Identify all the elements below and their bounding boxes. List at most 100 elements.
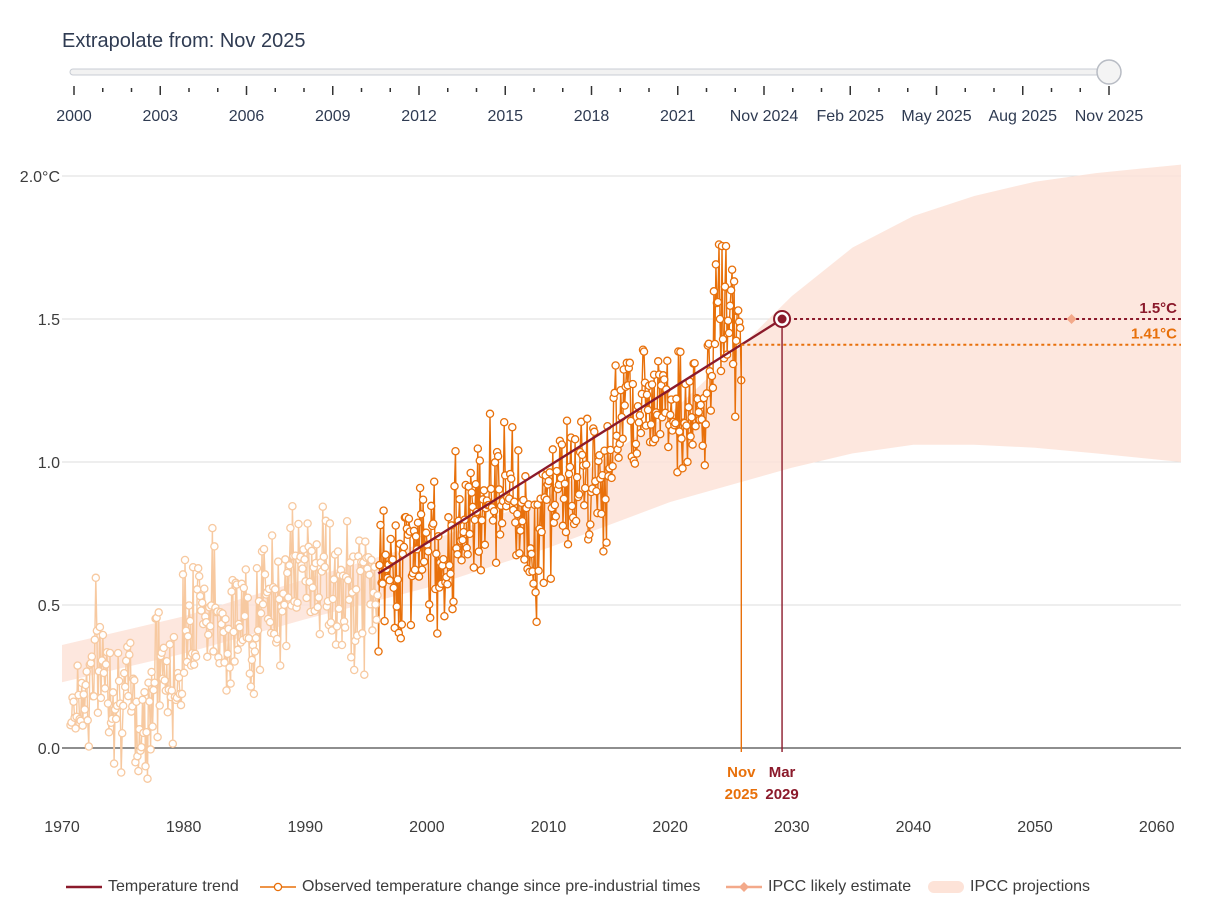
observed-point <box>340 623 350 632</box>
observed-point <box>209 647 218 656</box>
observed-point <box>98 630 108 640</box>
observed-point <box>314 593 323 602</box>
observed-point <box>572 473 582 482</box>
y-tick-label: 2.0°C <box>20 169 60 186</box>
observed-point <box>516 526 525 535</box>
ipcc-estimate-marker[interactable] <box>1066 314 1077 324</box>
y-tick-label: 1.5 <box>38 312 60 329</box>
x-tick-label: 1980 <box>166 819 202 836</box>
observed-point <box>411 532 421 541</box>
observed-point <box>564 469 574 479</box>
observed-point <box>206 621 215 631</box>
observed-point <box>351 585 361 594</box>
observed-point <box>725 301 735 310</box>
observed-point <box>349 665 359 675</box>
observed-point <box>474 547 484 556</box>
x-tick-label: 2050 <box>1017 819 1053 836</box>
observed-point <box>650 434 660 444</box>
observed-point <box>265 617 275 627</box>
observed-point <box>203 652 212 662</box>
observed-point <box>272 634 282 644</box>
observed-point <box>249 689 259 699</box>
observed-point <box>585 530 594 539</box>
observed-point <box>69 697 78 706</box>
observed-point <box>489 506 499 516</box>
observed-point <box>455 494 464 504</box>
observed-point <box>542 495 551 505</box>
slider-tick-label: Nov 2025 <box>1075 108 1144 125</box>
observed-point <box>308 583 317 592</box>
observed-point <box>414 572 424 581</box>
observed-point <box>701 420 711 429</box>
observed-point <box>105 648 115 658</box>
observed-point <box>154 608 163 617</box>
observed-point <box>399 542 409 552</box>
slider-handle[interactable] <box>1096 59 1122 85</box>
legend-trend-label: Temperature trend <box>108 878 239 895</box>
observed-point <box>666 410 675 420</box>
observed-point <box>329 575 339 584</box>
legend-ipcc-estimate-label: IPCC likely estimate <box>768 878 912 895</box>
observed-point <box>124 691 133 701</box>
observed-point <box>639 347 649 356</box>
observed-point <box>116 768 126 777</box>
observed-point <box>550 500 560 510</box>
observed-point <box>720 282 730 291</box>
observed-point <box>700 461 710 470</box>
observed-point <box>486 484 496 494</box>
observed-point <box>210 542 219 551</box>
vertical-marker-month: Mar <box>769 764 796 781</box>
observed-point <box>534 566 543 576</box>
observed-point <box>380 616 389 626</box>
observed-point <box>510 497 519 506</box>
observed-point <box>684 402 693 412</box>
observed-point <box>229 627 238 637</box>
observed-point <box>365 570 374 580</box>
observed-point <box>713 297 723 307</box>
observed-point <box>393 575 403 584</box>
observed-point <box>258 600 268 609</box>
observed-point <box>470 515 480 525</box>
observed-point <box>494 485 504 494</box>
observed-point <box>601 495 610 504</box>
observed-point <box>303 519 312 528</box>
observed-point <box>709 287 719 296</box>
observed-point <box>647 380 657 389</box>
legend-item-ipcc-estimate[interactable]: IPCC likely estimate <box>726 878 911 896</box>
observed-point <box>567 501 577 511</box>
observed-point <box>532 617 541 627</box>
observed-point <box>326 618 336 627</box>
observed-point <box>389 583 398 593</box>
legend-observed-label: Observed temperature change since pre-in… <box>302 878 701 895</box>
observed-point <box>130 676 139 685</box>
observed-point <box>577 450 587 460</box>
observed-point <box>443 579 452 589</box>
legend-item-trend[interactable]: Temperature trend <box>66 878 239 896</box>
legend-item-observed[interactable]: Observed temperature change since pre-in… <box>260 878 700 896</box>
observed-point <box>251 633 261 643</box>
observed-point <box>676 347 685 357</box>
observed-point <box>240 611 250 621</box>
observed-point <box>511 518 520 527</box>
observed-point <box>79 690 88 699</box>
observed-point <box>597 509 606 519</box>
observed-point <box>117 728 127 738</box>
slider-tick-label: May 2025 <box>901 108 971 125</box>
observed-point <box>630 459 640 468</box>
legend-item-ipcc-band[interactable]: IPCC projections <box>928 878 1090 896</box>
observed-point <box>274 594 284 604</box>
slider-title: Extrapolate from: Nov 2025 <box>62 30 305 53</box>
observed-point <box>282 641 291 651</box>
observed-point <box>142 727 151 737</box>
observed-point <box>183 632 193 641</box>
extrapolate-slider[interactable]: 2000 2003 2006 2009 2012 2015 2018 2021 Nov 2024… <box>0 0 1216 140</box>
observed-point <box>298 564 307 573</box>
observed-point <box>614 453 623 463</box>
observed-point <box>724 328 734 338</box>
vertical-marker-year: 2029 <box>765 786 798 803</box>
observed-point <box>381 550 390 560</box>
slider-title-prefix: Extrapolate from: <box>62 30 220 52</box>
observed-point <box>273 557 283 566</box>
observed-point <box>428 519 438 528</box>
observed-point <box>551 512 561 521</box>
